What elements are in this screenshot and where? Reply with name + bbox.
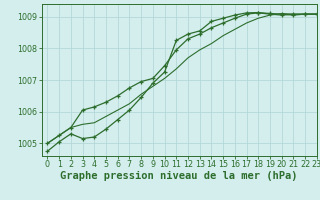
X-axis label: Graphe pression niveau de la mer (hPa): Graphe pression niveau de la mer (hPa): [60, 171, 298, 181]
